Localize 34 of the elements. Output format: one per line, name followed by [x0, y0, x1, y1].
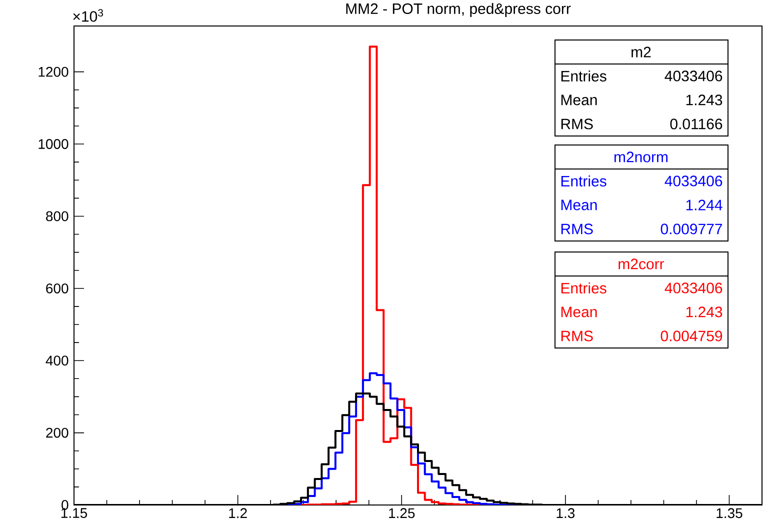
annotation: Mean — [561, 94, 597, 106]
annotation: Entries — [561, 175, 606, 186]
y-tick-label: 1000 — [38, 139, 68, 149]
y-tick-label: 1200 — [38, 66, 68, 77]
y-tick-label: 800 — [46, 211, 68, 222]
annotation: 0.01166 — [670, 118, 722, 130]
annotation: 4033406 — [664, 282, 722, 294]
annotation: 4033406 — [664, 176, 722, 186]
annotation: Mean — [561, 200, 597, 210]
annotation: 0.009777 — [660, 224, 722, 234]
annotation: 1.243 — [686, 94, 722, 106]
x-tick-label: 1.3 — [556, 508, 575, 518]
y-tick-label: 600 — [46, 283, 68, 294]
text: m2norm — [614, 152, 668, 162]
chart-title: MM2 - POT norm, ped&press corr — [346, 3, 571, 17]
annotation: 1.244 — [686, 200, 722, 210]
annotation: RMS — [561, 224, 593, 234]
annotation: Entries — [561, 282, 606, 294]
annotation: 0.004759 — [660, 330, 722, 342]
text: m2 — [632, 46, 651, 58]
text: ×10$^{3}$ — [73, 9, 104, 22]
annotation: 4033406 — [664, 70, 722, 82]
annotation: Mean — [561, 306, 597, 318]
annotation: RMS — [561, 330, 593, 342]
x-tick-label: 1.25 — [389, 508, 415, 518]
x-tick-label: 1.2 — [229, 508, 247, 518]
annotation: 1.243 — [686, 306, 722, 318]
annotation: RMS — [561, 118, 593, 130]
annotation: Entries — [561, 70, 606, 82]
x-tick-label: 1.15 — [61, 508, 88, 518]
y-tick-label: 200 — [46, 428, 68, 438]
text: m2corr — [618, 258, 664, 270]
x-tick-label: 1.35 — [716, 508, 742, 518]
y-tick-label: 400 — [46, 356, 68, 366]
